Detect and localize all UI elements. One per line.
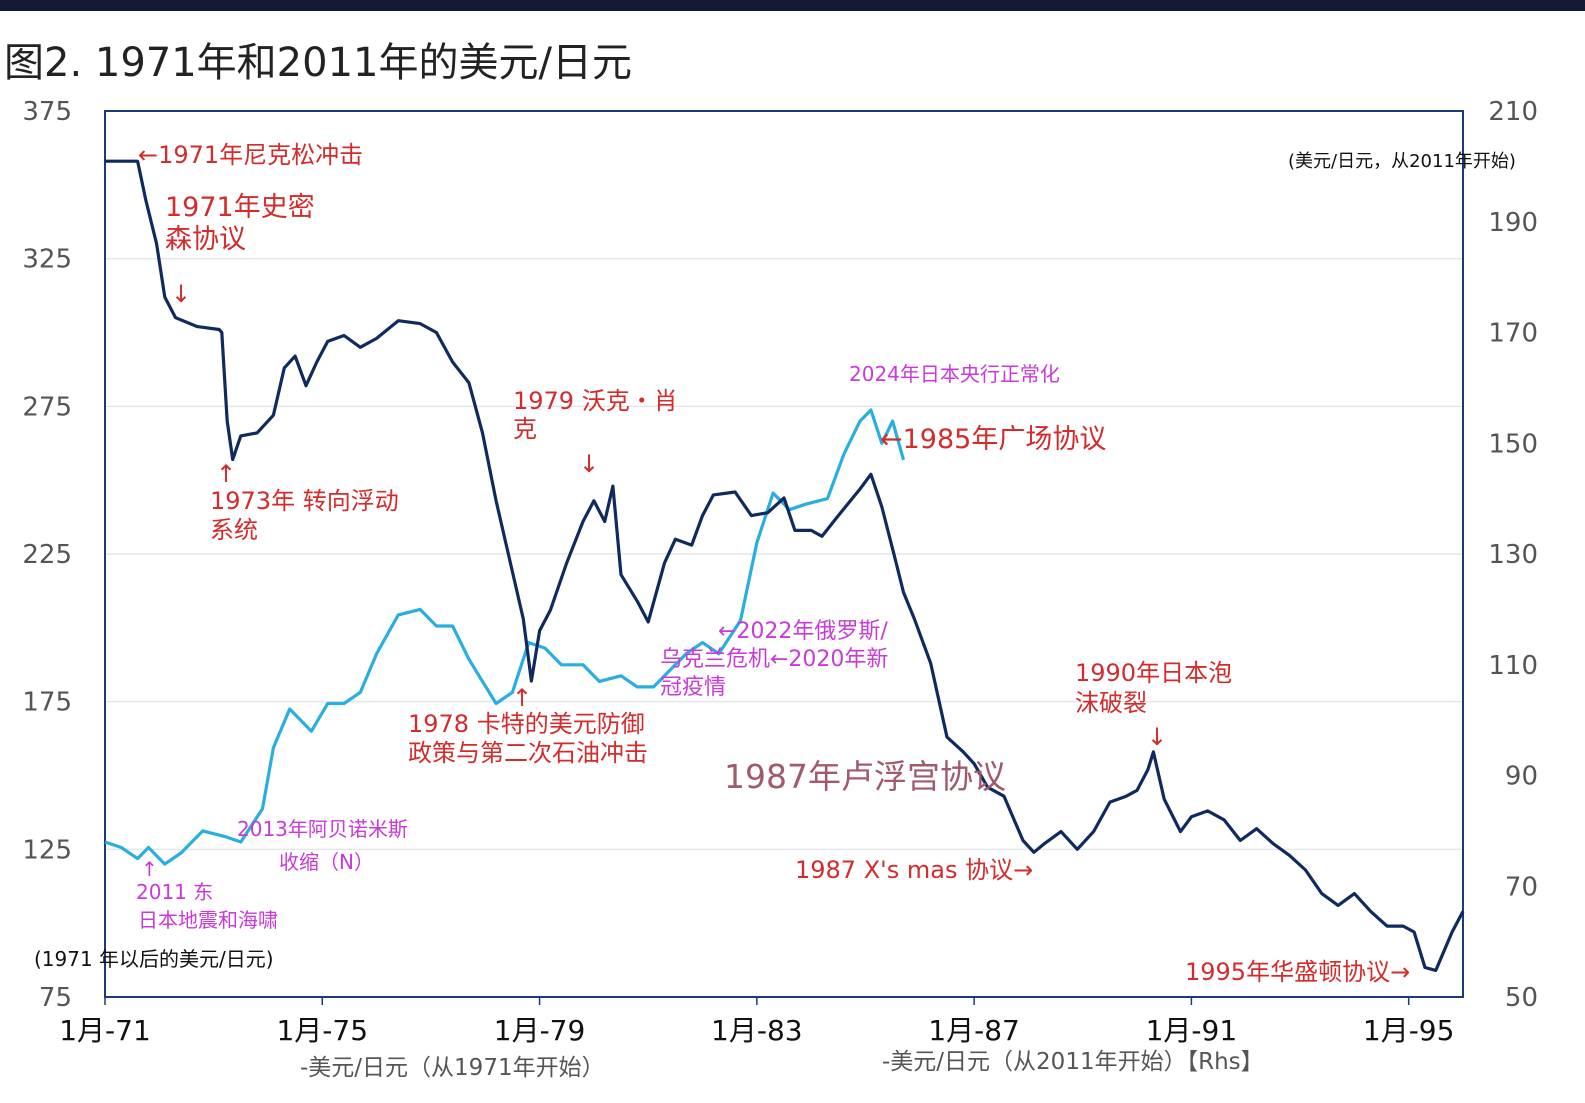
x-legend-1: -美元/日元（从1971年开始） [300,1055,605,1081]
x-tick-label: 1月-95 [1363,1014,1455,1047]
right-y-tick-label: 50 [1505,983,1538,1013]
left-y-tick-label: 125 [22,835,72,865]
right-y-ticks: 210 190 170 150 130 110 90 70 50 [1488,97,1538,1013]
annot-abe-1: 2013年阿贝诺米斯 [237,817,408,841]
x-tick-label: 1月-71 [59,1014,151,1047]
annot-bubble-2: 沫破裂 [1075,689,1147,717]
x-tick-label: 1月-87 [928,1014,1020,1047]
left-y-tick-label: 375 [22,97,72,127]
right-y-tick-label: 90 [1505,762,1538,792]
arrow-carter: ↑ [512,684,532,712]
left-y-tick-label: 325 [22,245,72,275]
top-bar [0,0,1585,11]
annot-float-2: 系统 [210,516,258,544]
left-y-tick-label: 225 [22,540,72,570]
annot-quake-2: 日本地震和海啸 [138,908,278,932]
annot-volcker-1: 1979 沃克・肖 [513,387,678,415]
annot-carter-2: 政策与第二次石油冲击 [408,739,648,767]
x-tick-label: 1月-79 [494,1014,586,1047]
right-y-tick-label: 130 [1488,540,1538,570]
annot-boj-2024: 2024年日本央行正常化 [849,362,1060,386]
right-y-tick-label: 150 [1488,429,1538,459]
left-y-ticks: 375 325 275 225 175 125 75 [22,97,72,1013]
x-tick-label: 1月-83 [711,1014,803,1047]
annot-russia-1: ←2022年俄罗斯/ [718,619,888,644]
x-tick-label: 1月-75 [276,1014,368,1047]
x-tick-label: 1月-91 [1146,1014,1238,1047]
annot-washington: 1995年华盛顿协议→ [1185,958,1410,986]
right-y-tick-label: 170 [1488,319,1538,349]
annot-russia-2: 乌克兰危机←2020年新 [660,647,888,672]
arrow-quake: ↑ [141,857,158,881]
annot-xmas: 1987 X's mas 协议→ [795,856,1033,884]
left-y-tick-label: 275 [22,392,72,422]
annot-quake-1: 2011 东 [136,880,213,904]
annot-russia-3: 冠疫情 [660,675,726,700]
series-line-1971 [105,159,1465,972]
x-legend-2: -美元/日元（从2011年开始）【Rhs】 [882,1049,1264,1075]
arrow-volcker: ↓ [579,450,599,478]
annot-smithsonian-2: 森协议 [165,224,246,255]
annot-nixon: ←1971年尼克松冲击 [138,141,363,169]
chart-title: 图2. 1971年和2011年的美元/日元 [4,40,632,86]
left-axis-note: (1971 年以后的美元/日元) [34,947,274,971]
series-lines [104,159,1465,972]
annot-plaza: ←1985年广场协议 [880,424,1106,455]
left-y-tick-label: 175 [22,688,72,718]
annot-volcker-2: 克 [513,415,537,443]
right-y-tick-label: 190 [1488,208,1538,238]
arrow-bubble: ↓ [1147,723,1167,751]
x-ticks: 1月-71 1月-75 1月-79 1月-83 1月-87 1月-91 1月-95 [59,997,1454,1047]
arrow-float: ↑ [216,460,236,488]
right-y-tick-label: 210 [1488,97,1538,127]
left-y-tick-label: 75 [39,983,72,1013]
arrow-smithsonian: ↓ [171,280,191,308]
annot-smithsonian-1: 1971年史密 [165,192,315,223]
right-y-tick-label: 70 [1505,872,1538,902]
right-axis-note: (美元/日元，从2011年开始) [1288,151,1516,172]
plot-frame [104,110,1464,998]
annot-abe-2: 收缩（N） [279,850,374,874]
annot-carter-1: 1978 卡特的美元防御 [408,710,645,738]
annot-louvre: 1987年卢浮宫协议 [724,757,1006,796]
annot-bubble-1: 1990年日本泡 [1075,659,1232,687]
annot-float-1: 1973年 转向浮动 [210,487,399,515]
right-y-tick-label: 110 [1488,651,1538,681]
